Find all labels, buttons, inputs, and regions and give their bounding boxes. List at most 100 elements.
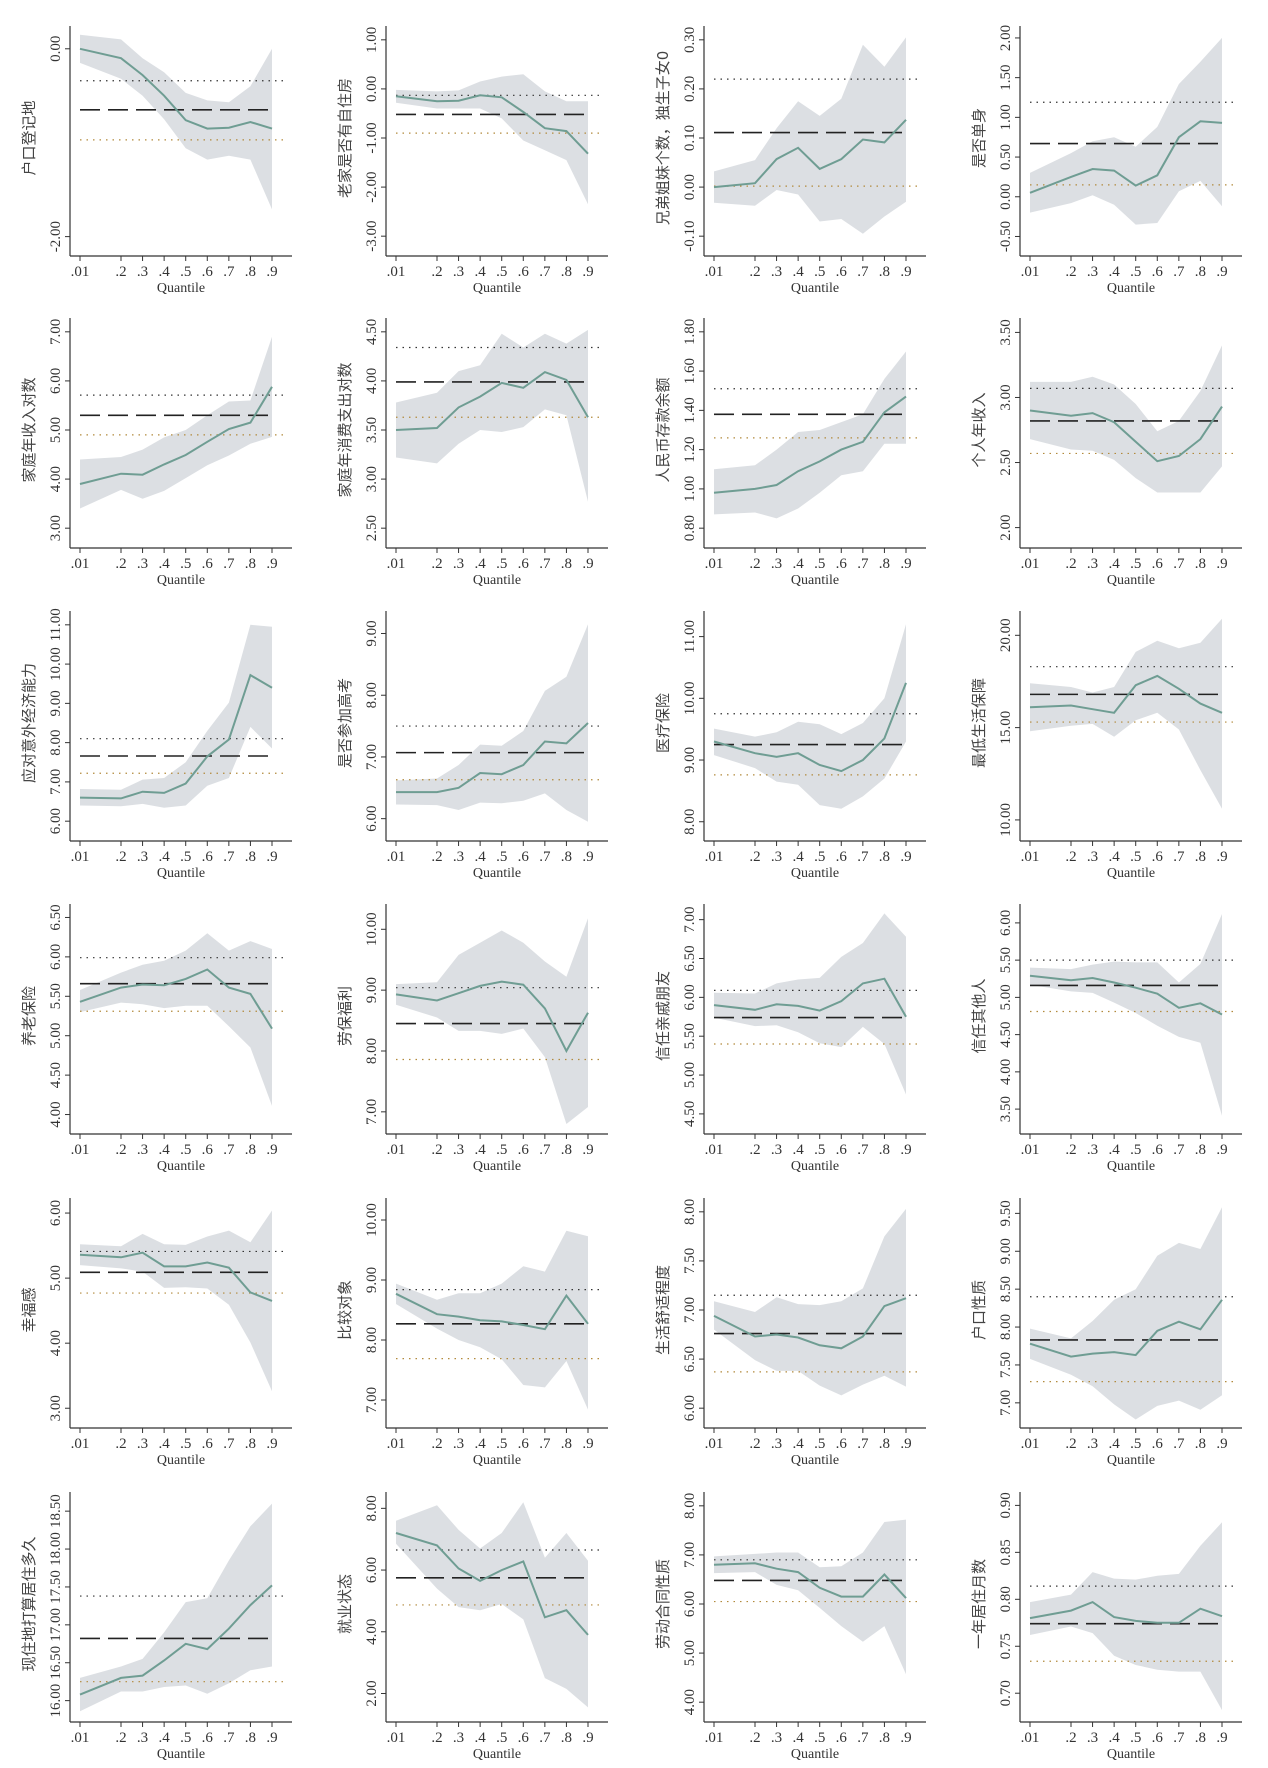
x-axis-title: Quantile — [1107, 1747, 1155, 1762]
x-tick-label: .3 — [453, 849, 464, 865]
x-tick-label: .4 — [793, 1436, 805, 1452]
y-tick-label: 3.50 — [998, 1096, 1014, 1122]
confidence-band — [80, 34, 272, 210]
x-tick-label: .01 — [71, 1142, 90, 1158]
x-tick-label: .7 — [223, 264, 235, 280]
y-tick-label: 6.00 — [998, 910, 1014, 936]
y-tick-label: 3.00 — [364, 466, 380, 492]
chart-panel: 7.00 8.00 9.00 10.00 .01 .2 .3 .4 .5 .6 .7 .8 .9 Quan… — [316, 886, 628, 1178]
x-tick-label: .8 — [245, 556, 256, 572]
x-tick-label: .5 — [496, 556, 507, 572]
x-tick-label: .9 — [582, 849, 593, 865]
x-tick-label: .2 — [115, 849, 126, 865]
x-tick-label: .2 — [431, 1436, 442, 1452]
x-tick-label: .2 — [1065, 849, 1076, 865]
x-tick-label: .5 — [496, 849, 507, 865]
y-tick-label: 8.00 — [364, 1327, 380, 1353]
x-tick-label: .4 — [159, 1730, 171, 1746]
x-tick-label: .5 — [496, 264, 507, 280]
x-tick-label: .8 — [879, 556, 890, 572]
y-axis-title: 家庭年消费支出对数 — [336, 362, 354, 497]
x-axis-title: Quantile — [791, 1453, 839, 1468]
chart-panel: -0.10 0.00 0.10 0.20 0.30 .01 .2 .3 .4 .5 .6 .7 .8 .9… — [634, 8, 946, 300]
x-tick-label: .6 — [518, 264, 530, 280]
chart-panel: 3.50 4.00 4.50 5.00 5.50 6.00 .01 .2 .3 .4 .5 .6 .7.… — [950, 886, 1262, 1178]
x-axis-title: Quantile — [791, 866, 839, 881]
y-tick-label: 10.00 — [998, 803, 1014, 837]
y-tick-label: -1.00 — [364, 122, 380, 153]
y-axis-title: 一年居住月数 — [970, 1559, 988, 1649]
x-tick-label: .2 — [115, 556, 126, 572]
x-tick-label: .3 — [453, 1730, 464, 1746]
x-tick-label: .7 — [223, 1142, 235, 1158]
chart-svg: 7.00 8.00 9.00 10.00 .01 .2 .3 .4 .5 .6 .7 .8 .9 Quan… — [336, 1198, 608, 1468]
x-tick-label: .4 — [159, 1142, 171, 1158]
confidence-band — [396, 74, 588, 205]
y-tick-label: 5.00 — [682, 1640, 698, 1666]
y-tick-label: 6.00 — [48, 1200, 64, 1226]
x-tick-label: .7 — [1173, 849, 1185, 865]
y-tick-label: 6.00 — [682, 1395, 698, 1421]
x-tick-label: .2 — [1065, 1142, 1076, 1158]
y-axis-title: 劳保福利 — [336, 986, 354, 1046]
chart-svg: 4.50 5.00 5.50 6.00 6.50 7.00 .01 .2 .3 .4 .5 .6 .7.… — [654, 904, 926, 1174]
x-axis-title: Quantile — [473, 1159, 521, 1174]
x-tick-label: .4 — [1109, 1142, 1121, 1158]
x-tick-label: .3 — [453, 1142, 464, 1158]
chart-svg: 3.00 4.00 5.00 6.00 .01 .2 .3 .4 .5 .6 .7 .8 .9 Quant… — [20, 1198, 292, 1468]
x-tick-label: .01 — [705, 849, 724, 865]
y-tick-label: 6.50 — [682, 1346, 698, 1372]
y-tick-label: 17.50 — [48, 1570, 64, 1604]
chart-panel: 0.80 1.00 1.20 1.40 1.60 1.80 .01 .2 .3 .4 .5 .6 .7.… — [634, 300, 946, 592]
x-tick-label: .9 — [266, 1730, 277, 1746]
x-tick-label: .5 — [180, 849, 191, 865]
x-tick-label: .4 — [475, 849, 487, 865]
x-tick-label: .3 — [1087, 1730, 1098, 1746]
chart-svg: -3.00 -2.00 -1.00 0.00 1.00 .01 .2 .3 .4 .5 .6 .7 .8… — [336, 26, 608, 296]
x-axis-title: Quantile — [1107, 281, 1155, 296]
y-tick-label: -2.00 — [364, 171, 380, 202]
x-tick-label: .5 — [180, 1730, 191, 1746]
y-tick-label: 7.00 — [364, 1387, 380, 1413]
x-tick-label: .6 — [518, 1436, 530, 1452]
x-tick-label: .9 — [900, 1142, 911, 1158]
x-tick-label: .6 — [836, 1436, 848, 1452]
y-tick-label: 2.50 — [998, 449, 1014, 475]
y-tick-label: 10.00 — [364, 1203, 380, 1237]
x-tick-label: .3 — [137, 1436, 148, 1452]
x-tick-label: .01 — [387, 556, 406, 572]
chart-svg: 4.00 5.00 6.00 7.00 8.00 .01 .2 .3 .4 .5 .6 .7 .8 .9 Q… — [654, 1492, 926, 1762]
x-tick-label: .9 — [900, 264, 911, 280]
x-tick-label: .01 — [71, 1730, 90, 1746]
x-tick-label: .5 — [814, 556, 825, 572]
confidence-band — [396, 918, 588, 1124]
chart-svg: 0.70 0.75 0.80 0.85 0.90 .01 .2 .3 .4 .5 .6 .7 .8 .9 Q… — [970, 1492, 1242, 1762]
y-tick-label: 1.20 — [682, 437, 698, 463]
chart-panel: 3.00 4.00 5.00 6.00 7.00 .01 .2 .3 .4 .5 .6 .7 .8 .9 Q… — [0, 300, 312, 592]
x-tick-label: .7 — [857, 849, 869, 865]
x-tick-label: .9 — [582, 1142, 593, 1158]
x-tick-label: .01 — [705, 1142, 724, 1158]
y-axis-title: 家庭年收入对数 — [20, 377, 38, 482]
x-tick-label: .9 — [266, 556, 277, 572]
x-tick-label: .7 — [539, 264, 551, 280]
x-axis-title: Quantile — [1107, 1159, 1155, 1174]
x-tick-label: .6 — [836, 849, 848, 865]
x-tick-label: .2 — [431, 849, 442, 865]
x-tick-label: .6 — [836, 556, 848, 572]
x-tick-label: .6 — [518, 849, 530, 865]
y-tick-label: 15.00 — [998, 711, 1014, 745]
x-tick-label: .2 — [431, 1142, 442, 1158]
x-tick-label: .9 — [1216, 556, 1227, 572]
chart-panel: 2.00 4.00 6.00 8.00 .01 .2 .3 .4 .5 .6 .7 .8 .9 Quant… — [316, 1474, 628, 1766]
confidence-band — [714, 1208, 906, 1396]
y-tick-label: 6.00 — [48, 944, 64, 970]
x-axis-title: Quantile — [157, 573, 205, 588]
y-tick-label: 4.50 — [682, 1101, 698, 1127]
y-tick-label: 6.50 — [48, 904, 64, 930]
x-tick-label: .9 — [1216, 264, 1227, 280]
x-tick-label: .4 — [159, 556, 171, 572]
y-axis-title: 户口性质 — [970, 1280, 988, 1340]
x-tick-label: .8 — [561, 1730, 572, 1746]
x-tick-label: .7 — [857, 264, 869, 280]
